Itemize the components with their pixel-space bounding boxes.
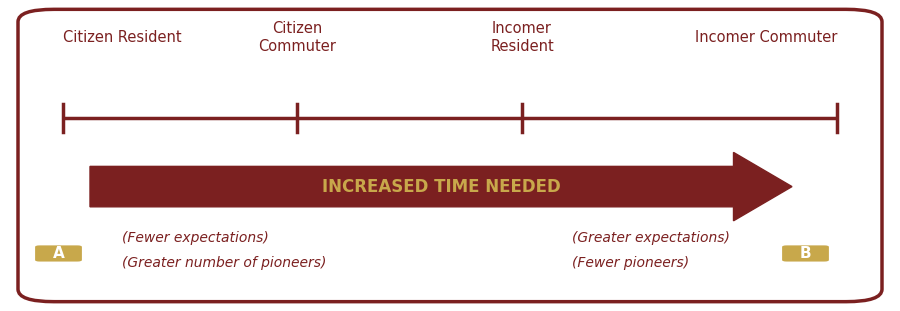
Text: (Greater expectations): (Greater expectations) bbox=[572, 231, 729, 245]
Text: Incomer
Resident: Incomer Resident bbox=[491, 21, 554, 53]
Text: (Fewer pioneers): (Fewer pioneers) bbox=[572, 256, 688, 270]
FancyBboxPatch shape bbox=[782, 245, 829, 262]
FancyBboxPatch shape bbox=[18, 9, 882, 302]
Text: Incomer Commuter: Incomer Commuter bbox=[695, 30, 837, 45]
Text: Citizen Resident: Citizen Resident bbox=[63, 30, 182, 45]
Text: A: A bbox=[52, 246, 65, 261]
FancyBboxPatch shape bbox=[35, 245, 82, 262]
Text: Citizen
Commuter: Citizen Commuter bbox=[258, 21, 336, 53]
FancyArrow shape bbox=[90, 152, 792, 221]
Text: INCREASED TIME NEEDED: INCREASED TIME NEEDED bbox=[321, 178, 561, 196]
Text: (Greater number of pioneers): (Greater number of pioneers) bbox=[122, 256, 326, 270]
Text: (Fewer expectations): (Fewer expectations) bbox=[122, 231, 268, 245]
Text: B: B bbox=[800, 246, 811, 261]
